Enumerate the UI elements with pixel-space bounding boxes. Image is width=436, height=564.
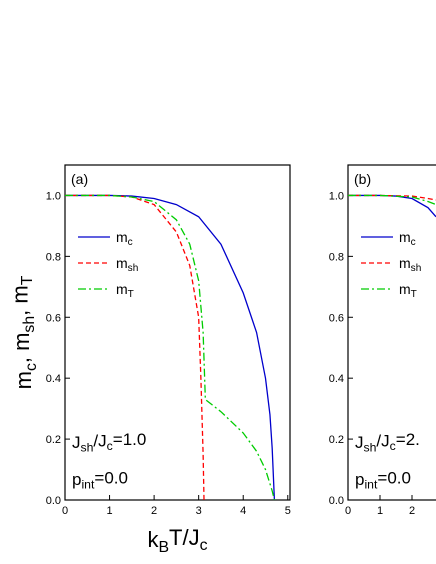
legend-label: mc — [399, 229, 416, 248]
legend-label-part: T — [128, 289, 134, 300]
annotation: Jsh/Jc=1.0 — [72, 430, 146, 455]
legend-label: mc — [116, 229, 133, 248]
annotation-part: J — [72, 433, 81, 452]
legend-label-part: T — [411, 289, 417, 300]
legend-label: mT — [399, 281, 417, 300]
legend-label-part: c — [411, 237, 416, 248]
legend-label-part: m — [399, 255, 411, 271]
panel-label: (b) — [354, 171, 371, 187]
legend-label: msh — [116, 255, 138, 274]
annotation: pint=0.0 — [355, 469, 411, 492]
annotation-part: =0.0 — [377, 469, 411, 488]
annotation-part: int — [364, 478, 378, 492]
x-tick-label: 4 — [240, 505, 246, 517]
x-tick-label: 1 — [377, 505, 383, 517]
y-tick-label: 0.2 — [46, 434, 61, 446]
annotation-part: int — [81, 478, 95, 492]
annotation: pint=0.0 — [72, 469, 128, 492]
x-axis-label: kBT/Jc — [147, 525, 207, 556]
annotation-part: J — [355, 433, 364, 452]
legend-label-part: m — [116, 255, 128, 271]
x-axis-label-part: T/J — [169, 525, 200, 550]
y-axis-label-part: sh — [21, 316, 38, 333]
y-axis-label-part: T — [19, 275, 36, 285]
x-axis-label-part: B — [158, 539, 169, 556]
x-tick-label: 3 — [196, 505, 202, 517]
series-line — [348, 194, 436, 218]
y-tick-label: 0.2 — [329, 434, 344, 446]
annotation-part: c — [107, 439, 113, 453]
annotation-part: =0.0 — [94, 469, 128, 488]
legend-label-part: c — [128, 237, 133, 248]
x-tick-label: 1 — [106, 505, 112, 517]
panel-label: (a) — [71, 171, 88, 187]
series-line — [65, 194, 276, 501]
annotation: Jsh/Jc=2. — [355, 430, 420, 455]
x-tick-label: 2 — [409, 505, 415, 517]
annotation-part: p — [355, 470, 364, 489]
x-axis-label-part: k — [147, 527, 159, 552]
legend-label-part: sh — [411, 263, 422, 274]
y-tick-label: 0.4 — [329, 373, 344, 385]
y-tick-label: 0.0 — [46, 495, 61, 507]
y-tick-label: 0.8 — [329, 251, 344, 263]
series-line — [348, 194, 436, 206]
plot-frame — [347, 164, 436, 501]
legend-label-part: m — [116, 229, 128, 245]
series-line — [65, 194, 205, 501]
x-tick-label: 2 — [151, 505, 157, 517]
legend-label: mT — [116, 281, 134, 300]
x-tick-label: 0 — [62, 505, 68, 517]
annotation-part: /J — [376, 432, 389, 451]
series-line — [348, 194, 436, 201]
legend-label-part: m — [116, 281, 128, 297]
annotation-part: sh — [81, 441, 94, 455]
y-tick-label: 1.0 — [46, 190, 61, 202]
y-tick-label: 0.8 — [46, 251, 61, 263]
legend-label-part: sh — [128, 263, 139, 274]
y-axis-label-part: , m — [7, 285, 32, 316]
series-line — [65, 194, 276, 501]
y-tick-label: 0.0 — [329, 495, 344, 507]
x-tick-label: 0 — [345, 505, 351, 517]
y-tick-label: 0.4 — [46, 373, 61, 385]
annotation-part: =2. — [396, 430, 420, 449]
annotation-part: =1.0 — [113, 430, 147, 449]
y-tick-label: 1.0 — [329, 190, 344, 202]
y-tick-label: 0.6 — [329, 312, 344, 324]
x-tick-label: 5 — [285, 505, 291, 517]
y-axis-label-part: m — [11, 371, 36, 389]
annotation-part: sh — [364, 441, 377, 455]
legend-label-part: m — [399, 229, 411, 245]
plot-frame — [64, 164, 291, 501]
annotation-part: c — [390, 439, 396, 453]
legend-label-part: m — [399, 281, 411, 297]
y-axis-label: mc, msh, mT — [7, 275, 39, 389]
legend-label: msh — [399, 255, 421, 274]
y-tick-label: 0.6 — [46, 312, 61, 324]
y-axis-label-part: c — [23, 363, 40, 371]
annotation-part: /J — [93, 432, 106, 451]
y-axis-label-part: , m — [9, 333, 34, 364]
annotation-part: p — [72, 470, 81, 489]
x-axis-label-part: c — [200, 537, 208, 554]
